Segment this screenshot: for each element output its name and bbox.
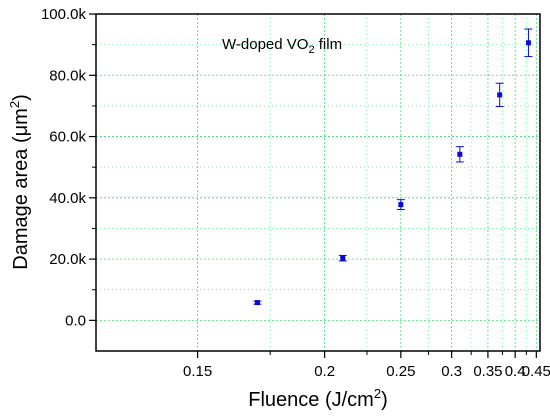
marker: [525, 40, 531, 46]
x-axis-title: Fluence (J/cm2): [248, 386, 388, 411]
marker: [254, 300, 260, 306]
x-tick-label: 0.25: [386, 363, 415, 380]
y-axis-title-superscript: 2: [7, 101, 22, 108]
data-point: [524, 28, 533, 58]
data-points: [253, 28, 533, 306]
y-tick-label: 100.0k: [41, 6, 87, 23]
y-tick-label: 80.0k: [49, 67, 86, 84]
data-point: [396, 199, 405, 210]
marker: [457, 151, 463, 157]
plot-frame: [95, 13, 541, 352]
chart-annotation: W-doped VO2 film: [222, 36, 342, 56]
data-point: [338, 254, 347, 262]
x-tick-label: 0.3: [441, 363, 462, 380]
marker: [497, 92, 503, 98]
y-tick-label: 20.0k: [49, 251, 86, 268]
annotation-subscript: 2: [308, 44, 314, 56]
marker: [340, 255, 346, 261]
data-point: [253, 300, 262, 306]
x-tick-label: 0.4: [505, 363, 526, 380]
x-tick-label: 0.45: [522, 363, 550, 380]
y-axis-title: Damage area (μm2): [7, 94, 32, 270]
marker: [398, 202, 404, 208]
x-tick-label: 0.15: [183, 363, 212, 380]
y-tick-label: 0.0: [65, 312, 86, 329]
x-tick-label: 0.35: [473, 363, 502, 380]
axis-ticks: [89, 13, 537, 358]
x-tick-labels: 0.15 0.2 0.25 0.3 0.35 0.40.45: [183, 363, 550, 380]
y-tick-labels: 0.0 20.0k 40.0k 60.0k 80.0k 100.0k: [41, 6, 87, 329]
x-axis-title-superscript: 2: [374, 386, 381, 401]
data-point: [495, 82, 504, 108]
y-tick-label: 40.0k: [49, 190, 86, 207]
x-tick-label: 0.2: [314, 363, 335, 380]
data-point: [455, 146, 464, 163]
y-tick-label: 60.0k: [49, 129, 86, 146]
grid: [96, 13, 540, 351]
